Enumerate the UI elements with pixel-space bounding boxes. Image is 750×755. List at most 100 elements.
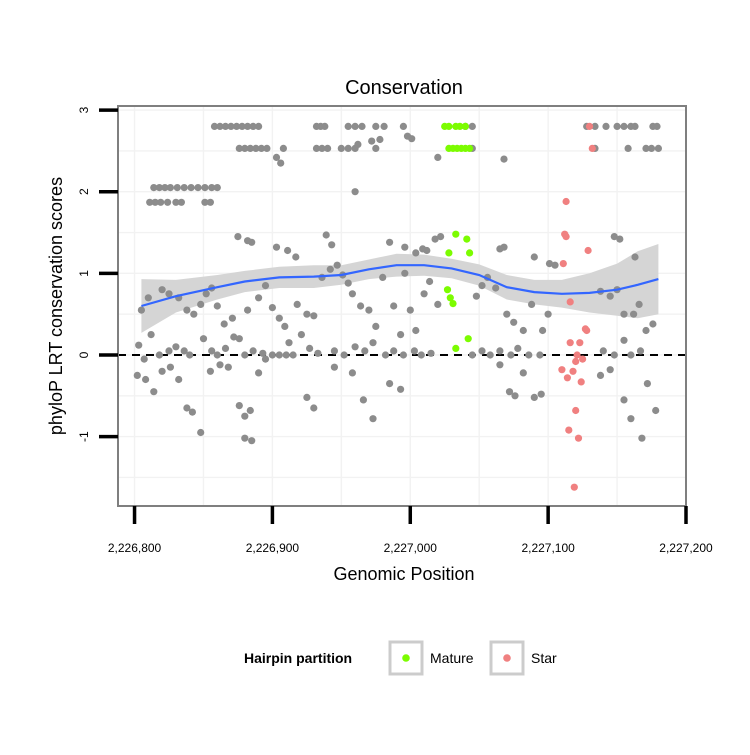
point-other: [545, 260, 554, 268]
point-other: [616, 235, 624, 243]
point-mature: [452, 344, 460, 352]
point-other: [279, 144, 287, 152]
point-other: [197, 428, 205, 437]
point-other: [551, 261, 559, 269]
point-other: [635, 300, 643, 308]
point-other: [399, 122, 407, 130]
point-other: [281, 322, 289, 330]
point-other: [344, 144, 352, 152]
point-other: [627, 351, 635, 359]
point-other: [620, 396, 628, 404]
point-star: [563, 374, 572, 382]
point-mature: [466, 249, 474, 257]
point-other: [201, 184, 209, 192]
point-other: [412, 249, 420, 257]
point-other: [202, 290, 210, 298]
point-other: [248, 238, 256, 246]
point-other: [284, 246, 292, 255]
point-other: [165, 290, 173, 298]
point-other: [434, 153, 442, 161]
point-other: [610, 351, 618, 359]
point-other: [401, 243, 409, 251]
point-other: [423, 246, 431, 255]
point-other: [492, 284, 500, 292]
point-other: [591, 122, 599, 130]
point-other: [401, 269, 409, 277]
point-other: [381, 351, 390, 359]
point-other: [333, 261, 341, 269]
x-tick-label: 2,227,000: [384, 541, 438, 555]
point-other: [354, 140, 362, 148]
point-other: [199, 335, 208, 343]
point-other: [357, 302, 365, 310]
point-other: [248, 437, 256, 445]
point-other: [151, 198, 159, 206]
point-other: [312, 144, 321, 152]
point-other: [155, 184, 163, 192]
point-other: [503, 310, 511, 318]
point-other: [246, 144, 254, 152]
point-other: [642, 144, 650, 152]
point-other: [255, 294, 263, 302]
point-other: [293, 300, 301, 308]
point-other: [244, 306, 252, 314]
point-other: [241, 351, 249, 359]
point-star: [572, 357, 580, 366]
legend-item-mature: Mature: [388, 640, 474, 676]
x-axis: 2,226,800 2,226,900 2,227,000 2,227,100 2,22…: [108, 506, 713, 555]
point-other: [351, 188, 359, 196]
point-other: [410, 347, 418, 355]
point-other: [257, 144, 265, 152]
point-other: [140, 355, 148, 363]
point-other: [186, 351, 194, 359]
point-other: [376, 135, 384, 144]
point-star: [576, 339, 584, 347]
point-other: [330, 363, 338, 371]
point-other: [261, 355, 270, 363]
point-other: [165, 347, 173, 355]
point-other: [613, 122, 621, 130]
point-other: [187, 184, 195, 192]
point-mature: [445, 122, 453, 130]
point-other: [412, 326, 420, 335]
point-other: [213, 302, 221, 310]
point-other: [252, 144, 260, 152]
point-other: [255, 369, 263, 377]
point-mature: [443, 286, 452, 294]
point-other: [175, 375, 183, 384]
point-other: [197, 300, 205, 308]
point-other: [230, 333, 238, 341]
point-other: [224, 363, 232, 371]
point-other: [624, 144, 632, 152]
point-other: [544, 310, 552, 318]
x-axis-title: Genomic Position: [333, 564, 474, 584]
x-tick-label: 2,227,200: [659, 541, 713, 555]
point-other: [359, 396, 367, 404]
point-other: [652, 406, 660, 415]
point-other: [133, 371, 141, 379]
point-star: [566, 339, 574, 347]
point-other: [478, 347, 486, 355]
point-other: [507, 351, 515, 359]
point-other: [390, 302, 398, 310]
point-star: [573, 351, 581, 359]
point-star: [565, 426, 573, 434]
data-points: [133, 122, 663, 491]
point-other: [268, 351, 276, 359]
point-other: [277, 159, 285, 167]
point-other: [406, 306, 414, 314]
point-other: [630, 310, 638, 318]
point-other: [638, 434, 646, 442]
x-tick-label: 2,226,800: [108, 541, 162, 555]
point-other: [596, 371, 605, 379]
point-other: [255, 122, 263, 130]
legend-swatch-mature: [402, 654, 410, 662]
chart-title: Conservation: [345, 77, 463, 99]
point-other: [318, 144, 326, 152]
point-other: [510, 318, 518, 326]
point-mature: [461, 122, 469, 130]
point-other: [144, 294, 152, 302]
point-star: [583, 326, 591, 335]
point-star: [572, 406, 580, 415]
point-mature: [464, 335, 472, 343]
